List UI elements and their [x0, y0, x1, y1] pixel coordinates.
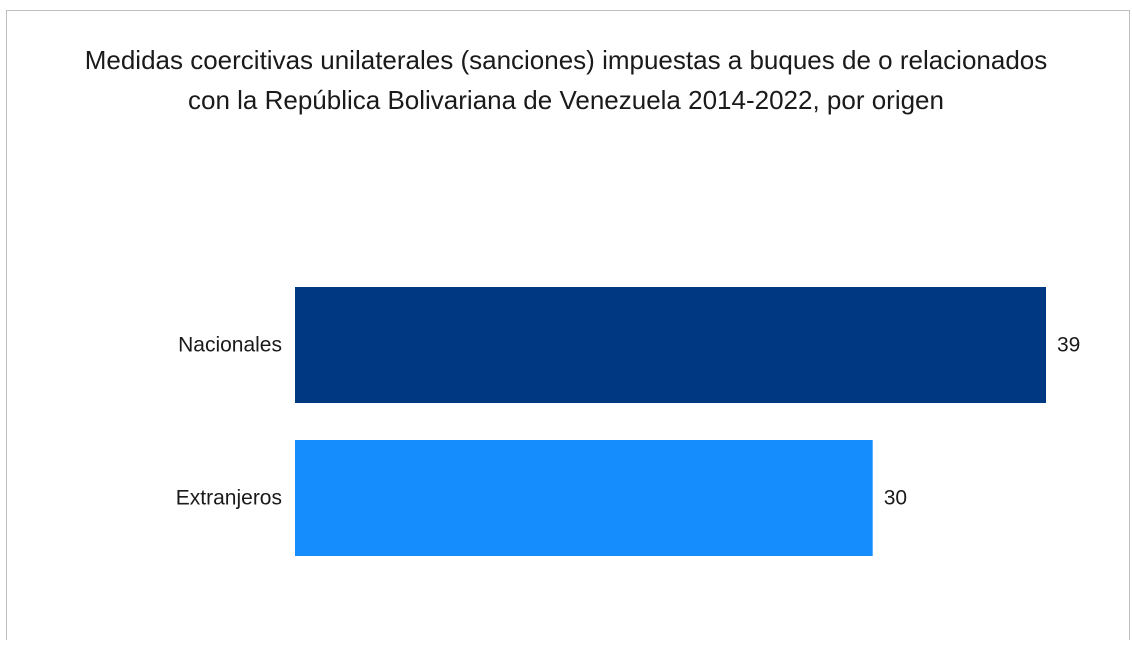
chart-title-line-1: Medidas coercitivas unilaterales (sancio…: [84, 45, 1048, 75]
plot-area: Nacionales 39 Extranjeros 30: [176, 287, 1080, 556]
data-label-extranjeros: 30: [884, 487, 907, 510]
category-label-extranjeros: Extranjeros: [176, 487, 282, 510]
data-label-nacionales: 39: [1057, 334, 1080, 357]
chart-title-line-2: con la República Bolivariana de Venezuel…: [188, 85, 944, 115]
chart-title: Medidas coercitivas unilaterales (sancio…: [0, 40, 1132, 120]
bar-extranjeros: [295, 440, 873, 556]
bar-nacionales: [295, 287, 1046, 403]
category-label-nacionales: Nacionales: [178, 334, 282, 357]
